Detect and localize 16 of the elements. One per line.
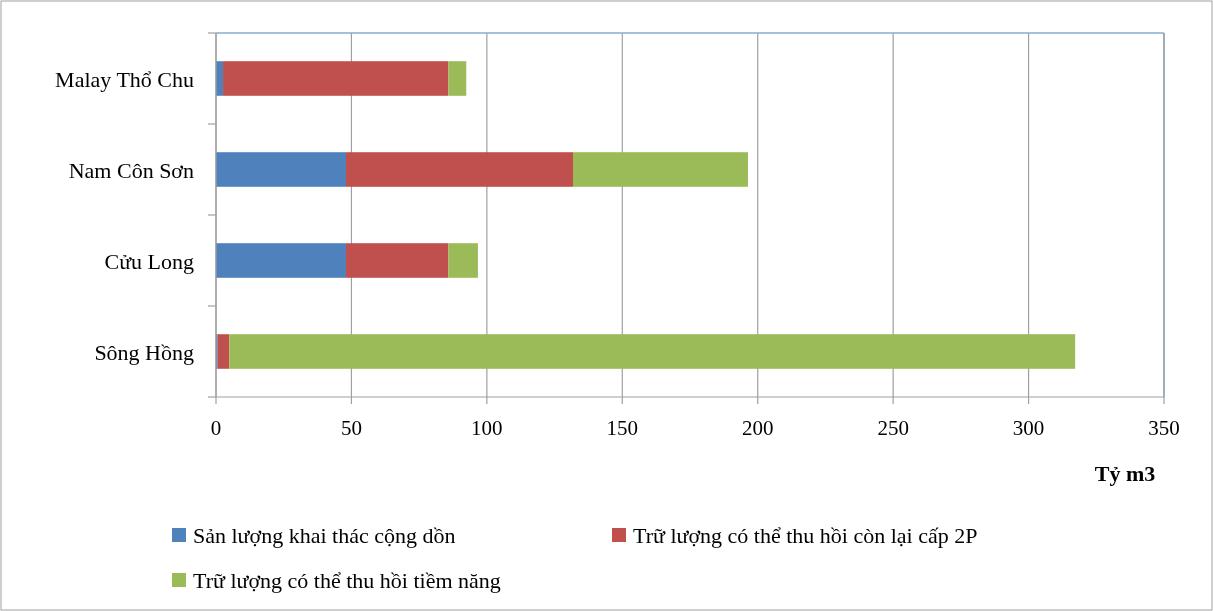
y-tick-label: Cửu Long	[104, 248, 194, 274]
x-tick-label: 0	[210, 416, 222, 440]
legend-label: Sản lượng khai thác cộng dồn	[193, 523, 456, 548]
x-tick-label: 350	[1148, 416, 1180, 440]
x-tick-label: 300	[1012, 416, 1045, 440]
legend-label: Trữ lượng có thể thu hồi còn lại cấp 2P	[633, 523, 978, 548]
x-axis-title: Tỷ m3	[1094, 461, 1156, 486]
y-tick-label: Sông Hồng	[94, 339, 194, 365]
x-tick-label: 150	[606, 416, 639, 440]
x-tick-label: 250	[877, 416, 909, 440]
legend-label: Trữ lượng có thể thu hồi tiềm năng	[193, 568, 501, 593]
x-tick-label: 200	[741, 416, 774, 440]
x-tick-label: 100	[471, 416, 503, 440]
x-tick-label: 50	[340, 416, 362, 440]
y-tick-label: Malay Thổ Chu	[55, 66, 194, 92]
y-tick-label: Nam Côn Sơn	[68, 157, 194, 183]
